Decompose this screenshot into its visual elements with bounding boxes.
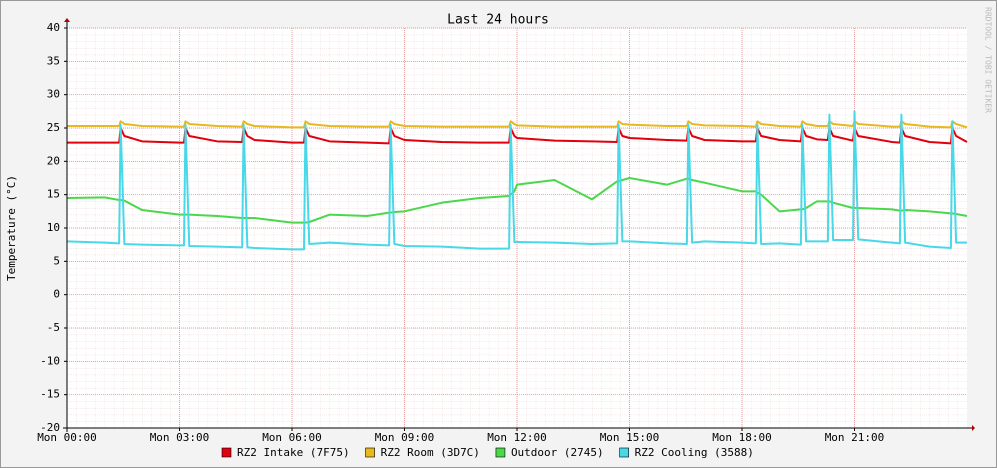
- legend: RZ2 Intake (7F75) RZ2 Room (3D7C) Outdoor …: [221, 446, 754, 459]
- legend-label: RZ2 Room (3D7C): [381, 446, 480, 459]
- lines: [66, 110, 968, 251]
- x-arrow: [972, 425, 975, 431]
- y-tick-label: 0: [53, 288, 60, 301]
- y-arrow: [64, 18, 70, 22]
- legend-label: RZ2 Intake (7F75): [237, 446, 350, 459]
- y-tick-label: 40: [47, 21, 60, 34]
- x-tick-label: Mon 15:00: [600, 431, 660, 444]
- x-tick-label: Mon 12:00: [487, 431, 547, 444]
- watermark: RRDTOOL / TOBI OETIKER: [984, 7, 993, 113]
- legend-swatch: [221, 447, 232, 458]
- legend-label: Outdoor (2745): [511, 446, 604, 459]
- x-tick-label: Mon 03:00: [150, 431, 210, 444]
- series-line: [67, 120, 968, 129]
- y-tick-label: 35: [47, 54, 60, 67]
- series-line: [66, 110, 967, 251]
- legend-swatch: [619, 447, 629, 458]
- y-tick-label: 30: [47, 88, 60, 101]
- x-tick-label: Mon 06:00: [262, 431, 322, 444]
- x-tick-label: Mon 21:00: [825, 431, 885, 444]
- legend-label: RZ2 Cooling (3588): [635, 446, 754, 459]
- legend-swatch: [365, 447, 375, 458]
- x-tick-label: Mon 00:00: [37, 431, 97, 444]
- y-tick-label: 25: [47, 121, 60, 134]
- y-tick-label: -5: [47, 321, 60, 334]
- chart-title: Last 24 hours: [447, 13, 549, 28]
- y-tick-label: 15: [47, 188, 60, 201]
- y-tick-label: 5: [53, 254, 60, 267]
- y-tick-label: 20: [47, 154, 60, 167]
- y-tick-label: 10: [47, 221, 60, 234]
- y-axis-label: Temperature (°C): [5, 175, 18, 281]
- x-tick-label: Mon 09:00: [375, 431, 435, 444]
- x-tick-label: Mon 18:00: [712, 431, 772, 444]
- y-tick-label: -10: [40, 354, 60, 367]
- legend-swatch: [495, 447, 506, 458]
- axes: [63, 18, 975, 432]
- y-tick-label: -15: [40, 388, 60, 401]
- y-tick-label: -20: [40, 421, 60, 434]
